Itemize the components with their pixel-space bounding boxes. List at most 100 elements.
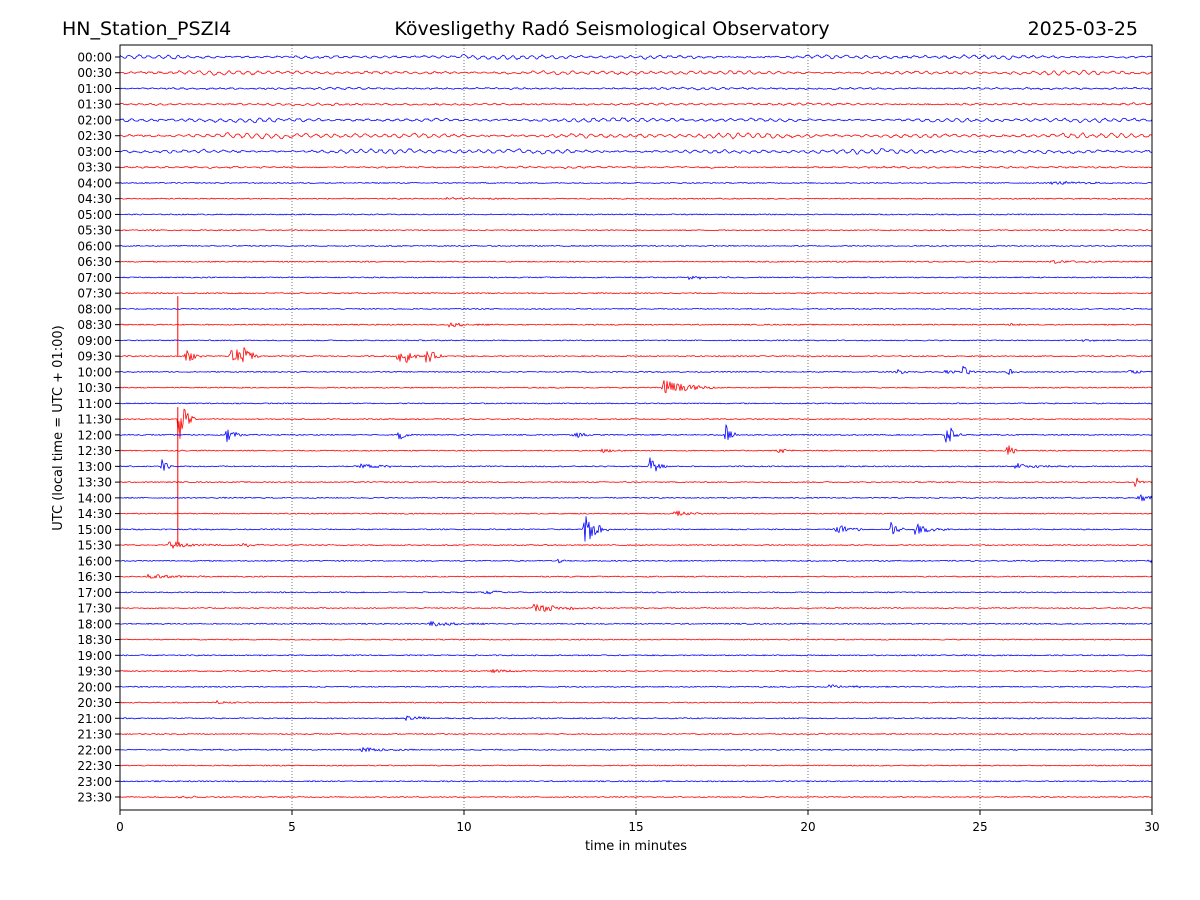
y-tick-label-15:00: 15:00 (77, 523, 112, 537)
y-tick-label-12:30: 12:30 (77, 444, 112, 458)
trace-01:00 (119, 86, 1153, 91)
x-tick-label-20: 20 (800, 820, 815, 834)
x-axis-ticks: 0 5 10 15 20 25 30 (116, 810, 1160, 834)
trace-14:30 (119, 510, 1153, 517)
y-tick-label-08:30: 08:30 (77, 318, 112, 332)
y-tick-label-18:30: 18:30 (77, 633, 112, 647)
trace-01:30 (119, 102, 1153, 107)
y-tick-label-04:30: 04:30 (77, 192, 112, 206)
trace-00:00 (119, 53, 1153, 60)
trace-07:30 (119, 292, 1153, 295)
trace-09:00 (119, 339, 1152, 343)
trace-02:00 (119, 117, 1153, 124)
trace-13:00 (120, 457, 1153, 472)
trace-19:30 (120, 669, 1153, 674)
y-tick-label-05:30: 05:30 (77, 224, 112, 238)
y-tick-label-12:00: 12:00 (77, 428, 112, 442)
y-tick-label-23:30: 23:30 (77, 791, 112, 805)
y-tick-label-15:30: 15:30 (77, 539, 112, 553)
trace-17:00 (119, 590, 1153, 595)
trace-03:00 (119, 148, 1153, 155)
trace-13:30 (120, 477, 1153, 487)
y-tick-label-13:00: 13:00 (77, 460, 112, 474)
trace-20:00 (119, 684, 1153, 689)
y-tick-label-17:00: 17:00 (77, 586, 112, 600)
y-tick-label-08:00: 08:00 (77, 302, 112, 316)
trace-20:30 (119, 700, 1153, 705)
trace-00:30 (119, 69, 1153, 76)
observatory-title: Kövesligethy Radó Seismological Observat… (394, 18, 829, 40)
y-tick-label-06:00: 06:00 (77, 239, 112, 253)
y-tick-label-03:30: 03:30 (77, 161, 112, 175)
trace-06:30 (119, 260, 1153, 264)
y-tick-label-20:30: 20:30 (77, 696, 112, 710)
trace-18:30 (119, 638, 1153, 641)
y-tick-label-00:00: 00:00 (77, 51, 112, 65)
trace-18:00 (120, 621, 1153, 627)
y-tick-label-03:00: 03:00 (77, 145, 112, 159)
y-tick-label-07:00: 07:00 (77, 271, 112, 285)
trace-06:00 (119, 244, 1153, 247)
trace-04:00 (119, 180, 1153, 185)
trace-04:30 (119, 196, 1153, 201)
y-tick-label-07:30: 07:30 (77, 287, 112, 301)
trace-21:00 (119, 715, 1153, 721)
y-tick-label-09:30: 09:30 (77, 350, 112, 364)
y-tick-label-05:00: 05:00 (77, 208, 112, 222)
trace-17:30 (119, 603, 1153, 612)
x-tick-label-5: 5 (288, 820, 296, 834)
trace-02:30 (119, 132, 1153, 140)
y-tick-label-22:30: 22:30 (77, 759, 112, 773)
y-tick-label-10:00: 10:00 (77, 365, 112, 379)
trace-05:30 (119, 229, 1153, 232)
trace-11:30 (119, 408, 1153, 439)
y-tick-label-09:00: 09:00 (77, 334, 112, 348)
y-tick-label-11:30: 11:30 (77, 413, 112, 427)
x-axis-label: time in minutes (585, 839, 687, 854)
trace-05:00 (119, 213, 1153, 216)
trace-11:00 (119, 402, 1153, 405)
trace-15:00 (119, 516, 1153, 542)
y-tick-label-19:30: 19:30 (77, 665, 112, 679)
trace-07:00 (119, 275, 1153, 280)
trace-22:00 (119, 747, 1153, 753)
trace-21:30 (119, 733, 1153, 735)
y-tick-label-10:30: 10:30 (77, 381, 112, 395)
y-tick-label-18:00: 18:00 (77, 617, 112, 631)
trace-08:00 (119, 307, 1153, 310)
y-tick-label-23:00: 23:00 (77, 775, 112, 789)
seismic-traces (119, 53, 1153, 799)
trace-14:00 (120, 494, 1153, 502)
y-axis-label: UTC (local time = UTC + 01:00) (51, 325, 66, 530)
x-tick-label-15: 15 (628, 820, 643, 834)
trace-08:30 (119, 322, 1153, 328)
y-tick-label-02:30: 02:30 (77, 129, 112, 143)
y-tick-label-16:00: 16:00 (77, 554, 112, 568)
station-title: HN_Station_PSZI4 (62, 18, 231, 40)
y-tick-label-00:30: 00:30 (77, 66, 112, 80)
trace-23:00 (119, 780, 1152, 783)
date-title: 2025-03-25 (1028, 18, 1138, 40)
x-tick-label-30: 30 (1144, 820, 1159, 834)
y-tick-label-01:30: 01:30 (77, 98, 112, 112)
trace-15:30 (119, 541, 1153, 549)
y-tick-label-14:00: 14:00 (77, 491, 112, 505)
trace-22:30 (119, 764, 1153, 767)
y-tick-label-16:30: 16:30 (77, 570, 112, 584)
trace-16:30 (119, 573, 1153, 579)
trace-12:30 (119, 445, 1153, 455)
trace-23:30 (119, 795, 1153, 799)
y-tick-label-13:30: 13:30 (77, 476, 112, 490)
trace-10:30 (119, 380, 1152, 394)
trace-16:00 (119, 558, 1153, 564)
y-tick-label-01:00: 01:00 (77, 82, 112, 96)
trace-12:00 (119, 424, 1153, 443)
x-tick-label-10: 10 (456, 820, 471, 834)
y-tick-label-17:30: 17:30 (77, 602, 112, 616)
trace-19:00 (120, 654, 1153, 657)
trace-09:30 (119, 347, 1153, 363)
y-tick-label-02:00: 02:00 (77, 113, 112, 127)
y-tick-label-11:00: 11:00 (77, 397, 112, 411)
y-tick-label-06:30: 06:30 (77, 255, 112, 269)
